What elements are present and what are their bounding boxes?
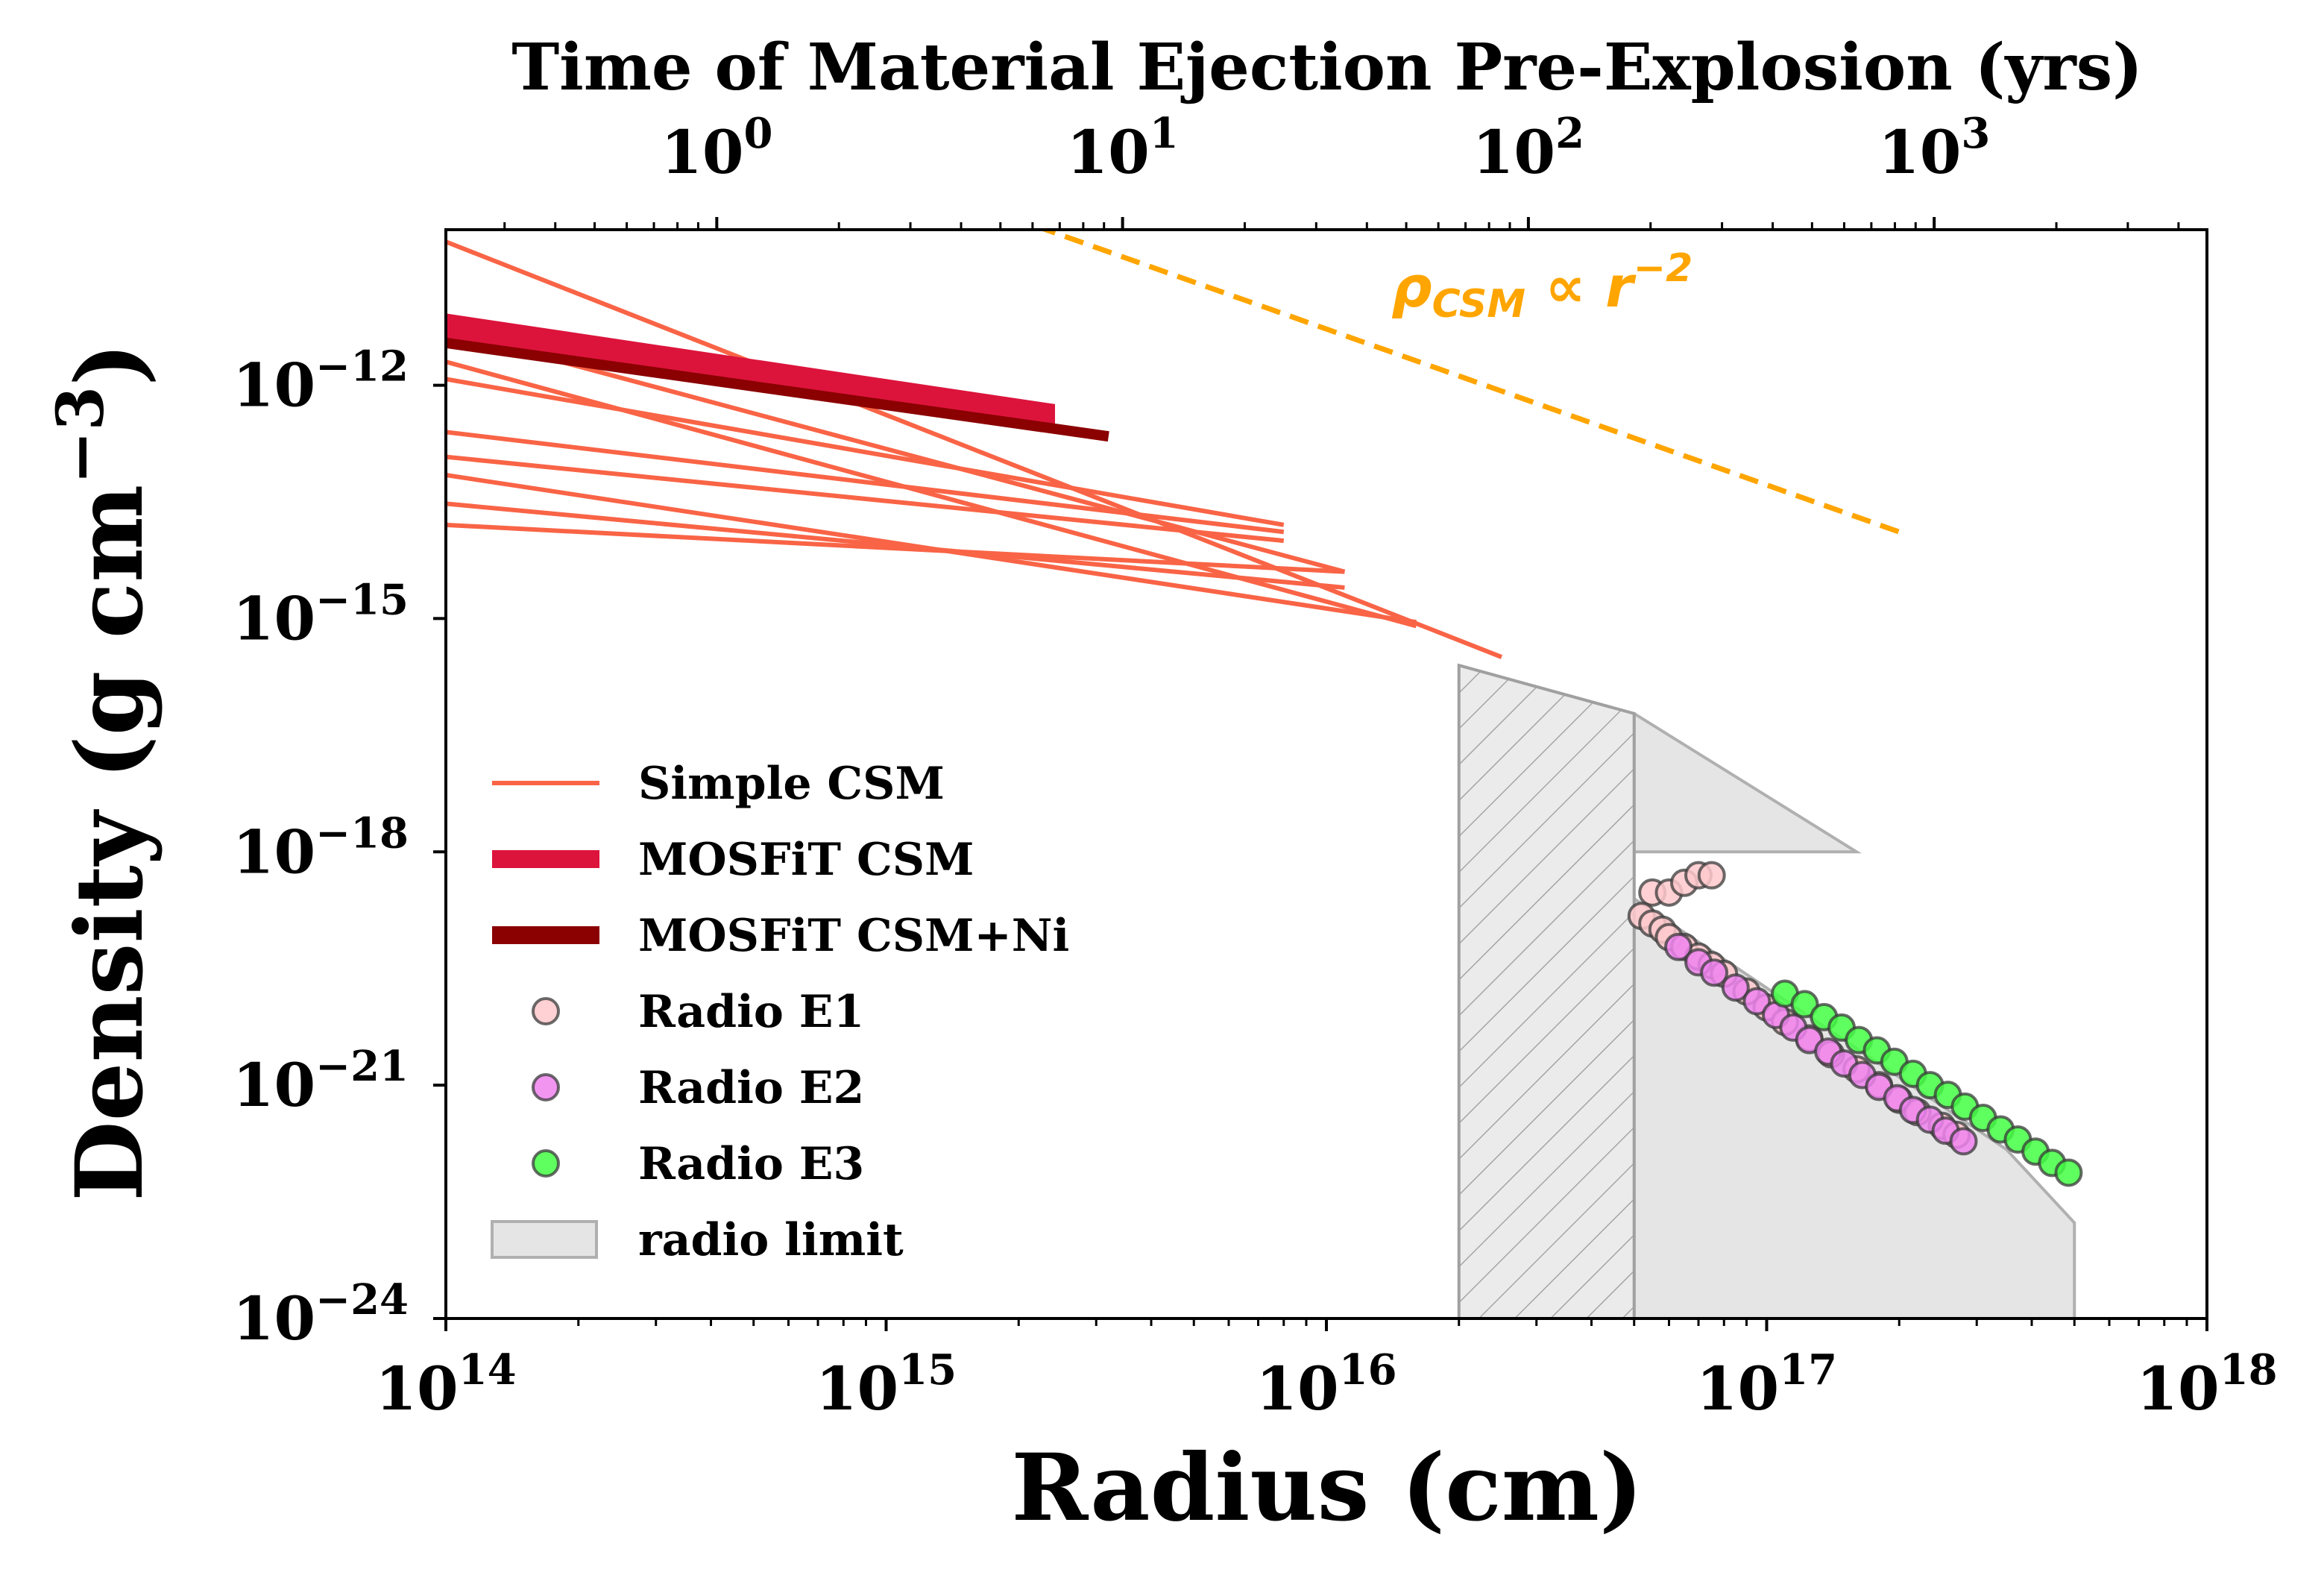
y-tick-label-exponent: −12 bbox=[315, 342, 409, 392]
radio-e3-point bbox=[2054, 1158, 2083, 1187]
radio-points bbox=[1627, 861, 2083, 1187]
annotation-superscript: −2 bbox=[1634, 246, 1693, 291]
legend-swatch-radio-e3 bbox=[532, 1149, 560, 1178]
x-tick-label-exponent: 14 bbox=[459, 1345, 517, 1395]
simple-csm-line bbox=[446, 522, 1345, 574]
mosfit-csm-ni-line bbox=[446, 337, 1109, 442]
y-tick-label: 10−21 bbox=[233, 1042, 409, 1120]
x-tick-label: 1017 bbox=[1696, 1345, 1837, 1424]
legend-swatch-radio-limit bbox=[491, 1220, 598, 1259]
y-axis-title: Density (g cm−3) bbox=[43, 342, 164, 1201]
x-tick-label-exponent: 15 bbox=[898, 1345, 957, 1395]
simple-csm-line bbox=[446, 430, 1285, 535]
x-tick-label-base: 10 bbox=[375, 1354, 458, 1424]
plot-area bbox=[446, 230, 2083, 1318]
top-tick-label: 101 bbox=[1066, 109, 1178, 187]
radio-e1-point bbox=[1697, 861, 1726, 890]
radio-e2-point bbox=[1664, 932, 1693, 961]
y-tick-label-exponent: −15 bbox=[315, 575, 409, 624]
top-tick-label-exponent: 3 bbox=[1961, 109, 1990, 158]
legend-label-radio-limit: radio limit bbox=[638, 1214, 904, 1266]
y-axis-title-main: Density (g cm bbox=[56, 485, 164, 1201]
y-tick-label-exponent: −21 bbox=[315, 1042, 409, 1091]
y-axis-title-close: ) bbox=[56, 342, 164, 386]
y-tick-label-base: 10 bbox=[233, 817, 315, 887]
top-tick-label-base: 10 bbox=[1878, 117, 1961, 187]
radio-limit-hatched-region bbox=[1457, 663, 1636, 1318]
y-tick-label-base: 10 bbox=[233, 583, 315, 653]
radio-e2-point bbox=[1742, 987, 1772, 1016]
x-tick-label: 1015 bbox=[816, 1345, 957, 1424]
legend-label-radio-e3: Radio E3 bbox=[638, 1138, 864, 1190]
radio-e2-point bbox=[1721, 973, 1750, 1002]
x-tick-label-exponent: 17 bbox=[1779, 1345, 1837, 1395]
top-tick-label: 103 bbox=[1878, 109, 1990, 187]
annotation-proportional: ∝ r bbox=[1525, 254, 1637, 320]
top-tick-label: 100 bbox=[661, 109, 772, 187]
tick-labels: 1014 1015 1016 1017 101810−2410−2110−1810−15… bbox=[233, 109, 2278, 1424]
legend-label-simple-csm: Simple CSM bbox=[638, 758, 945, 810]
mosfit-csm-band bbox=[446, 313, 1056, 428]
y-tick-label: 10−24 bbox=[233, 1275, 409, 1354]
simple-csm-line bbox=[446, 501, 1345, 590]
legend-swatch-radio-e2 bbox=[532, 1073, 560, 1101]
y-tick-label: 10−18 bbox=[233, 808, 409, 887]
reference-r-minus-2-line bbox=[1038, 230, 1901, 535]
y-tick-label: 10−15 bbox=[233, 575, 409, 653]
top-tick-label-base: 10 bbox=[661, 117, 743, 187]
legend-label-mosfit-csm-ni: MOSFiT CSM+Ni bbox=[638, 910, 1069, 962]
annotation-rho: ρCSM ∝ r−2 bbox=[1391, 246, 1692, 327]
x-tick-label: 1018 bbox=[2136, 1345, 2277, 1424]
x-tick-label-base: 10 bbox=[1256, 1354, 1338, 1424]
x-tick-label-exponent: 18 bbox=[2220, 1345, 2278, 1395]
annotation-rho-symbol: ρ bbox=[1391, 254, 1432, 320]
y-tick-label-exponent: −24 bbox=[315, 1275, 409, 1324]
y-tick-label: 10−12 bbox=[233, 342, 409, 421]
y-tick-label-base: 10 bbox=[233, 1050, 315, 1120]
legend-label-radio-e1: Radio E1 bbox=[638, 986, 864, 1038]
top-tick-label-base: 10 bbox=[1473, 117, 1555, 187]
axis-ticks bbox=[433, 217, 2208, 1331]
radio-e2-point bbox=[1700, 958, 1729, 987]
x-tick-label-base: 10 bbox=[2136, 1354, 2219, 1424]
top-tick-label: 102 bbox=[1473, 109, 1584, 187]
y-axis-title-exponent: −3 bbox=[43, 386, 119, 485]
legend-swatch-radio-e1 bbox=[532, 997, 560, 1025]
top-tick-label-exponent: 0 bbox=[744, 109, 773, 158]
top-tick-label-base: 10 bbox=[1066, 117, 1149, 187]
x-tick-label-base: 10 bbox=[816, 1354, 898, 1424]
simple-csm-line bbox=[446, 454, 1285, 544]
y-tick-label-base: 10 bbox=[233, 351, 315, 421]
simple-csm-line bbox=[446, 377, 1285, 527]
y-tick-label-base: 10 bbox=[233, 1283, 315, 1354]
x-tick-label: 1016 bbox=[1256, 1345, 1396, 1424]
x-tick-label-base: 10 bbox=[1696, 1354, 1779, 1424]
legend-label-radio-e2: Radio E2 bbox=[638, 1062, 864, 1114]
x-tick-label-exponent: 16 bbox=[1339, 1345, 1397, 1395]
top-tick-label-exponent: 2 bbox=[1555, 109, 1584, 158]
legend-label-mosfit-csm: MOSFiT CSM bbox=[638, 834, 974, 886]
radio-e3-point bbox=[1790, 990, 1819, 1019]
y-tick-label-exponent: −18 bbox=[315, 808, 409, 858]
csm-lines bbox=[446, 230, 1901, 659]
legend: Simple CSM MOSFiT CSM MOSFiT CSM+Ni Radio E… bbox=[491, 758, 1069, 1266]
annotation-subscript: CSM bbox=[1432, 282, 1526, 327]
radio-e2-point bbox=[1949, 1127, 1978, 1156]
x-axis-title: Radius (cm) bbox=[1011, 1434, 1643, 1542]
top-tick-label-exponent: 1 bbox=[1150, 109, 1179, 158]
top-axis-title: Time of Material Ejection Pre-Explosion … bbox=[511, 30, 2143, 105]
x-tick-label: 1014 bbox=[375, 1345, 516, 1424]
